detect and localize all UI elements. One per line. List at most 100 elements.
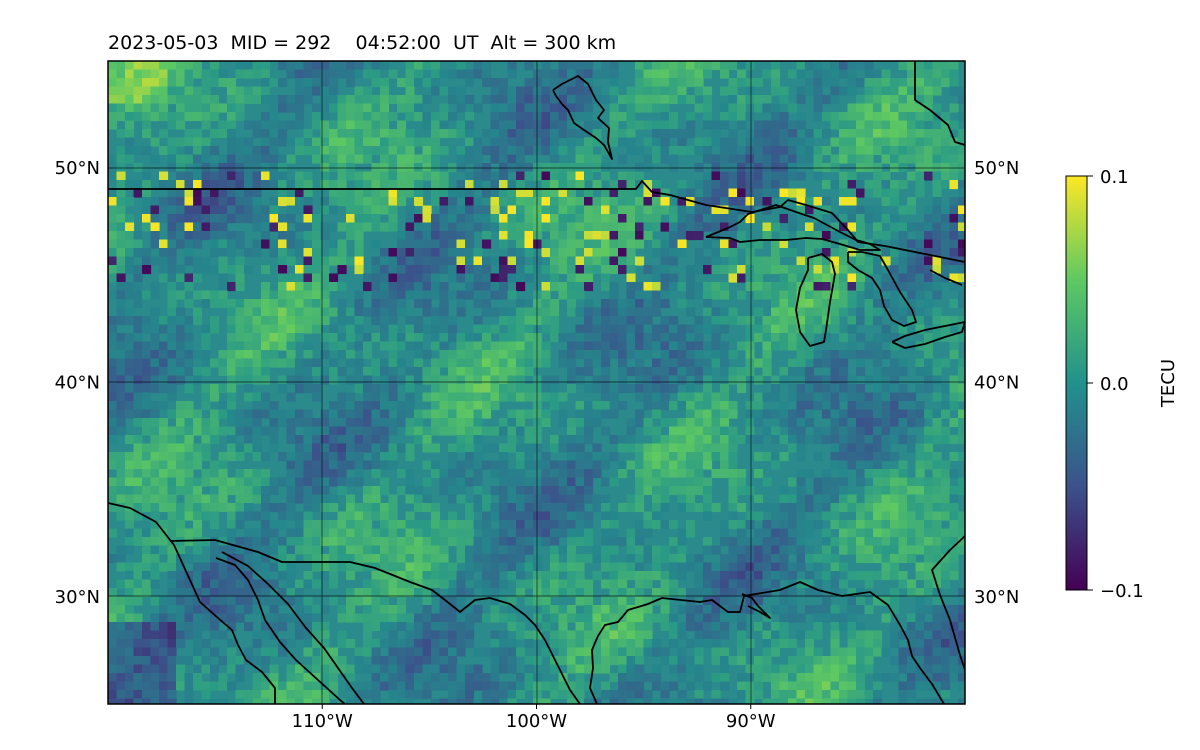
tec-cell	[592, 358, 602, 368]
tec-cell	[660, 205, 670, 215]
tec-cell	[303, 86, 313, 96]
tec-cell	[958, 545, 965, 555]
tec-cell	[567, 452, 577, 462]
tec-cell	[414, 375, 424, 385]
tec-cell	[754, 469, 764, 479]
tec-cell	[822, 554, 832, 564]
tec-cell	[643, 460, 653, 470]
tec-cell	[958, 282, 965, 292]
tec-cell	[771, 571, 781, 581]
tec-cell	[626, 554, 636, 564]
tec-cell	[261, 494, 271, 504]
tec-cell	[431, 384, 441, 394]
tec-cell	[584, 460, 594, 470]
tec-cell	[711, 392, 721, 402]
tec-cell	[380, 605, 390, 615]
tec-cell	[125, 307, 135, 317]
tec-cell	[516, 188, 526, 198]
tec-cell	[227, 197, 237, 207]
tec-cell	[881, 103, 891, 113]
tec-cell	[414, 163, 424, 173]
tec-cell	[320, 452, 330, 462]
tec-cell	[422, 205, 432, 215]
tec-cell	[881, 443, 891, 453]
tec-cell	[108, 120, 118, 130]
tec-cell	[261, 579, 271, 589]
tec-cell	[669, 146, 679, 156]
tec-cell	[830, 154, 840, 164]
tec-cell	[490, 375, 500, 385]
tec-cell	[193, 214, 203, 224]
tec-cell	[218, 409, 228, 419]
tec-cell	[184, 205, 194, 215]
tec-cell	[643, 154, 653, 164]
tec-cell	[193, 316, 203, 326]
tec-cell	[159, 545, 169, 555]
tec-cell	[643, 197, 653, 207]
tec-cell	[847, 384, 857, 394]
tec-cell	[499, 477, 509, 487]
tec-cell	[286, 375, 296, 385]
tec-cell	[720, 596, 730, 606]
tec-cell	[303, 537, 313, 547]
tec-cell	[592, 333, 602, 343]
tec-cell	[550, 86, 560, 96]
tec-cell	[329, 426, 339, 436]
tec-cell	[482, 537, 492, 547]
tec-cell	[201, 469, 211, 479]
tec-cell	[142, 452, 152, 462]
tec-cell	[584, 426, 594, 436]
tec-cell	[482, 528, 492, 538]
tec-cell	[652, 324, 662, 334]
tec-cell	[150, 103, 160, 113]
tec-cell	[847, 316, 857, 326]
tec-cell	[167, 528, 177, 538]
tec-cell	[346, 154, 356, 164]
tec-cell	[839, 409, 849, 419]
tec-cell	[805, 520, 815, 530]
tec-cell	[490, 528, 500, 538]
tec-cell	[414, 426, 424, 436]
tec-cell	[941, 571, 951, 581]
tec-cell	[567, 86, 577, 96]
tec-cell	[771, 282, 781, 292]
tec-cell	[643, 350, 653, 360]
tec-cell	[924, 86, 934, 96]
tec-cell	[465, 171, 475, 181]
tec-cell	[652, 341, 662, 351]
tec-cell	[822, 222, 832, 232]
tec-cell	[643, 554, 653, 564]
tec-cell	[465, 154, 475, 164]
tec-cell	[873, 469, 883, 479]
tec-cell	[363, 214, 373, 224]
tec-cell	[286, 409, 296, 419]
tec-cell	[320, 537, 330, 547]
tec-cell	[150, 477, 160, 487]
tec-cell	[898, 265, 908, 275]
tec-cell	[108, 554, 118, 564]
tec-cell	[397, 146, 407, 156]
tec-cell	[788, 316, 798, 326]
tec-cell	[295, 290, 305, 300]
tec-cell	[456, 401, 466, 411]
tec-cell	[584, 333, 594, 343]
tec-cell	[592, 154, 602, 164]
tec-cell	[703, 61, 713, 71]
tec-cell	[473, 375, 483, 385]
tec-cell	[822, 435, 832, 445]
tec-cell	[856, 418, 866, 428]
tec-cell	[915, 86, 925, 96]
tec-cell	[601, 333, 611, 343]
tec-cell	[686, 129, 696, 139]
tec-cell	[762, 69, 772, 79]
tec-cell	[720, 358, 730, 368]
tec-cell	[754, 282, 764, 292]
tec-cell	[142, 69, 152, 79]
tec-cell	[303, 511, 313, 521]
tec-cell	[805, 78, 815, 88]
tec-cell	[796, 61, 806, 71]
tec-cell	[448, 265, 458, 275]
tec-cell	[907, 256, 917, 266]
tec-cell	[830, 316, 840, 326]
tec-cell	[320, 367, 330, 377]
